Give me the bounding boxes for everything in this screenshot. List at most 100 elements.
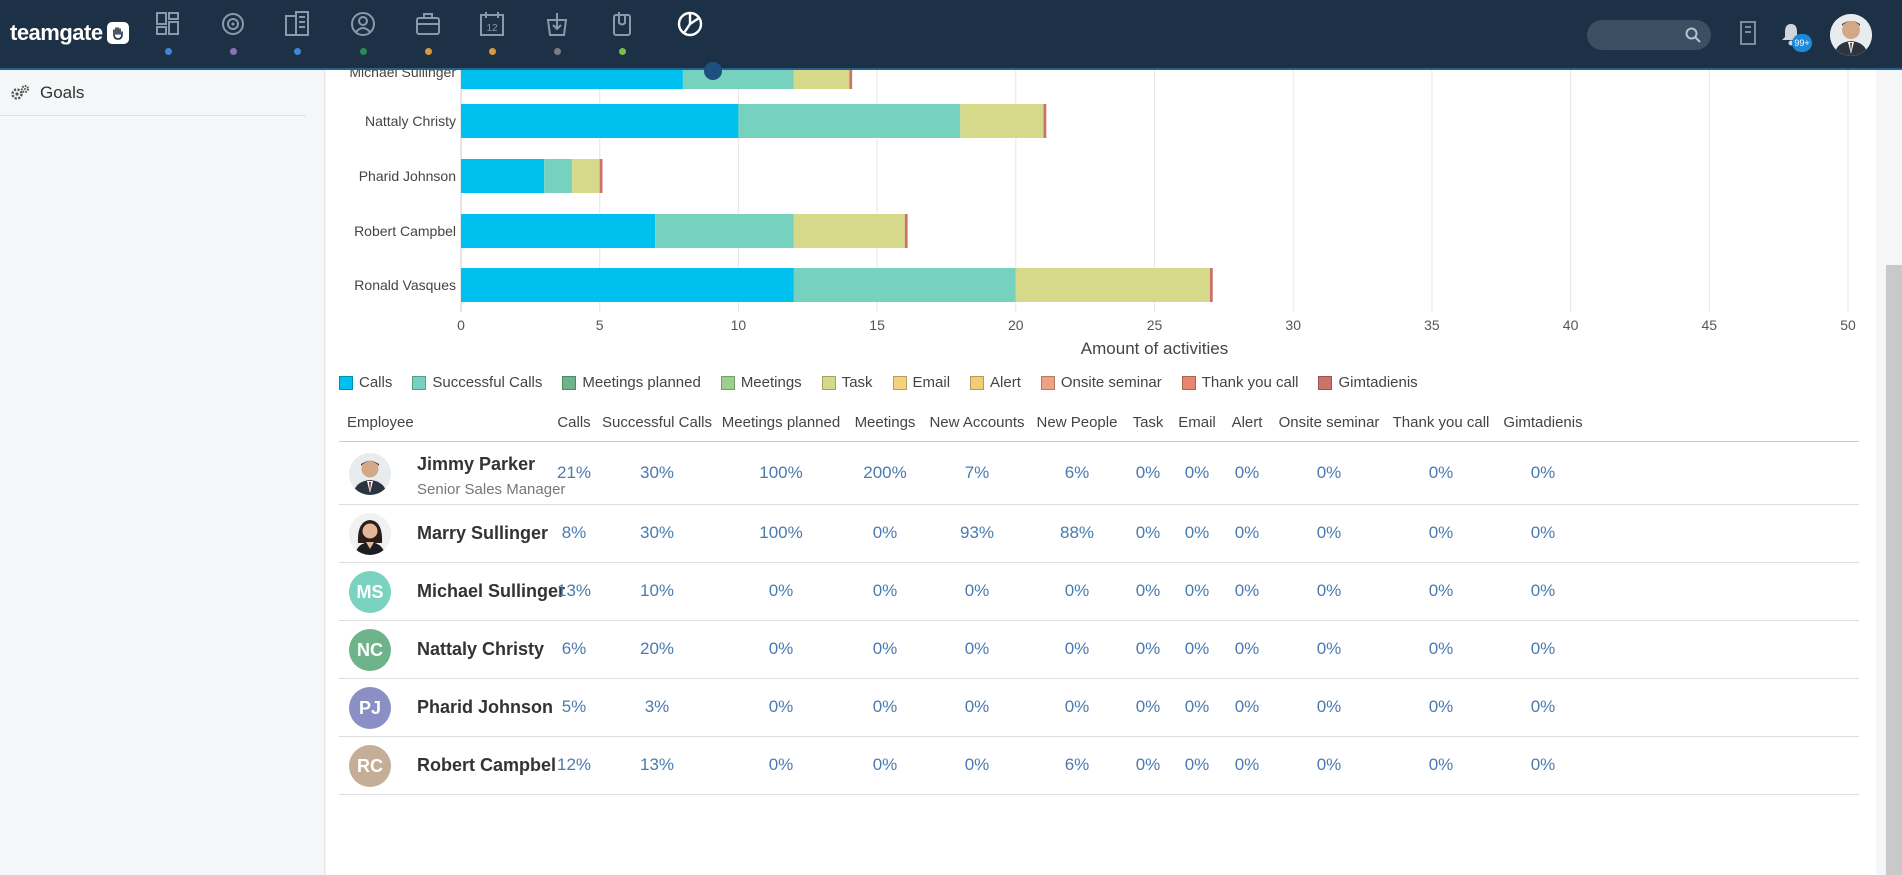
- goal-percentage-cell[interactable]: 20%: [639, 639, 675, 658]
- table-row[interactable]: Marry Sullinger 8% 30% 100% 0% 93% 88% 0% 0% 0% 0%…: [339, 505, 1859, 563]
- employee-name[interactable]: Pharid Johnson: [417, 697, 554, 717]
- goal-percentage-cell[interactable]: 0%: [1530, 755, 1556, 774]
- goal-percentage-cell[interactable]: 0%: [1316, 755, 1342, 774]
- legend-item[interactable]: Task: [821, 374, 873, 391]
- bar-segment[interactable]: [849, 70, 853, 89]
- legend-item[interactable]: Alert: [970, 374, 1021, 391]
- goal-percentage-cell[interactable]: 0%: [1428, 697, 1454, 716]
- column-header[interactable]: Meetings planned: [721, 414, 841, 431]
- goal-percentage-cell[interactable]: 0%: [872, 639, 898, 658]
- nav-calendar-button[interactable]: 12: [468, 6, 516, 58]
- column-header[interactable]: Thank you call: [1392, 414, 1490, 431]
- column-header[interactable]: Employee: [347, 414, 414, 431]
- activity-log-icon[interactable]: [1738, 20, 1758, 51]
- goal-percentage-cell[interactable]: 0%: [1184, 697, 1210, 716]
- legend-item[interactable]: Onsite seminar: [1040, 374, 1162, 391]
- goal-percentage-cell[interactable]: 0%: [1135, 581, 1161, 600]
- goal-percentage-cell[interactable]: 0%: [1234, 639, 1260, 658]
- bar-segment[interactable]: [738, 104, 961, 138]
- goal-percentage-cell[interactable]: 13%: [556, 581, 592, 600]
- bar-segment[interactable]: [655, 214, 794, 248]
- goal-percentage-cell[interactable]: 30%: [639, 523, 675, 542]
- column-header[interactable]: Gimtadienis: [1503, 414, 1583, 431]
- legend-item[interactable]: Email: [892, 374, 950, 391]
- bar-segment[interactable]: [461, 214, 656, 248]
- nav-deals-button[interactable]: [404, 6, 452, 58]
- goal-percentage-cell[interactable]: 0%: [1135, 755, 1161, 774]
- column-header[interactable]: Meetings: [854, 414, 916, 431]
- goal-percentage-cell[interactable]: 0%: [964, 697, 990, 716]
- goal-percentage-cell[interactable]: 6%: [561, 639, 587, 658]
- goal-percentage-cell[interactable]: 0%: [1234, 581, 1260, 600]
- goal-percentage-cell[interactable]: 6%: [1064, 755, 1090, 774]
- employee-name[interactable]: Michael Sullinger: [417, 581, 566, 601]
- goal-percentage-cell[interactable]: 10%: [639, 581, 675, 600]
- table-row[interactable]: Jimmy Parker Senior Sales Manager 21% 30% 10…: [339, 442, 1859, 505]
- teamgate-logo[interactable]: teamgate: [10, 20, 129, 46]
- goal-percentage-cell[interactable]: 0%: [1530, 581, 1556, 600]
- nav-people-button[interactable]: [339, 6, 387, 58]
- table-row[interactable]: PJ Pharid Johnson 5% 3% 0% 0% 0% 0% 0% 0% 0% 0% 0% 0%: [339, 679, 1859, 737]
- bar-segment[interactable]: [793, 214, 905, 248]
- legend-item[interactable]: Gimtadienis: [1318, 374, 1418, 391]
- goal-percentage-cell[interactable]: 0%: [1530, 639, 1556, 658]
- goal-percentage-cell[interactable]: 0%: [1184, 523, 1210, 542]
- goal-percentage-cell[interactable]: 0%: [1064, 581, 1090, 600]
- legend-item[interactable]: Successful Calls: [412, 374, 542, 391]
- legend-item[interactable]: Meetings planned: [562, 374, 701, 391]
- goal-percentage-cell[interactable]: 0%: [1234, 462, 1260, 482]
- goal-percentage-cell[interactable]: 0%: [1234, 697, 1260, 716]
- bar-segment[interactable]: [1043, 104, 1047, 138]
- goal-percentage-cell[interactable]: 0%: [1428, 581, 1454, 600]
- column-header[interactable]: New People: [1036, 414, 1118, 431]
- bar-segment[interactable]: [1209, 268, 1213, 302]
- goal-percentage-cell[interactable]: 21%: [556, 462, 592, 482]
- goal-percentage-cell[interactable]: 0%: [872, 581, 898, 600]
- goal-percentage-cell[interactable]: 0%: [1316, 581, 1342, 600]
- column-header[interactable]: Task: [1132, 414, 1164, 431]
- bar-segment[interactable]: [461, 104, 739, 138]
- nav-reports-button[interactable]: [666, 6, 714, 58]
- goal-percentage-cell[interactable]: 30%: [639, 462, 675, 482]
- goal-percentage-cell[interactable]: 0%: [1234, 523, 1260, 542]
- employee-name[interactable]: Robert Campbel: [417, 755, 557, 775]
- bar-segment[interactable]: [682, 70, 794, 89]
- goal-percentage-cell[interactable]: 0%: [768, 697, 794, 716]
- column-header[interactable]: Email: [1178, 414, 1216, 431]
- bar-segment[interactable]: [599, 159, 603, 193]
- goal-percentage-cell[interactable]: 0%: [768, 581, 794, 600]
- goal-percentage-cell[interactable]: 0%: [964, 755, 990, 774]
- goal-percentage-cell[interactable]: 13%: [639, 755, 675, 774]
- user-avatar[interactable]: [1830, 14, 1872, 56]
- goal-percentage-cell[interactable]: 0%: [1428, 755, 1454, 774]
- bar-segment[interactable]: [461, 268, 794, 302]
- bar-segment[interactable]: [960, 104, 1044, 138]
- goal-percentage-cell[interactable]: 0%: [1135, 523, 1161, 542]
- goal-percentage-cell[interactable]: 0%: [1135, 639, 1161, 658]
- goal-percentage-cell[interactable]: 0%: [1184, 462, 1210, 482]
- nav-dashboard-button[interactable]: [144, 6, 192, 58]
- column-header[interactable]: Successful Calls: [601, 414, 713, 431]
- goal-percentage-cell[interactable]: 7%: [964, 462, 990, 482]
- nav-documents-button[interactable]: [598, 6, 646, 58]
- goal-percentage-cell[interactable]: 0%: [1234, 755, 1260, 774]
- column-header[interactable]: Onsite seminar: [1278, 414, 1380, 431]
- column-header[interactable]: Calls: [557, 414, 591, 431]
- column-header[interactable]: New Accounts: [929, 414, 1025, 431]
- goal-percentage-cell[interactable]: 0%: [964, 639, 990, 658]
- bar-segment[interactable]: [461, 159, 545, 193]
- goal-percentage-cell[interactable]: 0%: [1184, 581, 1210, 600]
- page-scrollbar[interactable]: [1886, 265, 1902, 875]
- table-row[interactable]: MS Michael Sullinger 13% 10% 0% 0% 0% 0% 0% 0% 0% 0…: [339, 563, 1859, 621]
- goal-percentage-cell[interactable]: 5%: [561, 697, 587, 716]
- goal-percentage-cell[interactable]: 0%: [1064, 639, 1090, 658]
- goal-percentage-cell[interactable]: 8%: [561, 523, 587, 542]
- goal-percentage-cell[interactable]: 100%: [759, 462, 803, 482]
- table-row[interactable]: RC Robert Campbel 12% 13% 0% 0% 0% 6% 0% 0% 0% 0% 0%…: [339, 737, 1859, 795]
- goal-percentage-cell[interactable]: 0%: [768, 639, 794, 658]
- bar-segment[interactable]: [793, 70, 850, 89]
- goal-percentage-cell[interactable]: 0%: [1135, 697, 1161, 716]
- column-header[interactable]: Alert: [1231, 414, 1263, 431]
- table-row[interactable]: NC Nattaly Christy 6% 20% 0% 0% 0% 0% 0% 0% 0% 0% 0%…: [339, 621, 1859, 679]
- legend-item[interactable]: Thank you call: [1181, 374, 1298, 391]
